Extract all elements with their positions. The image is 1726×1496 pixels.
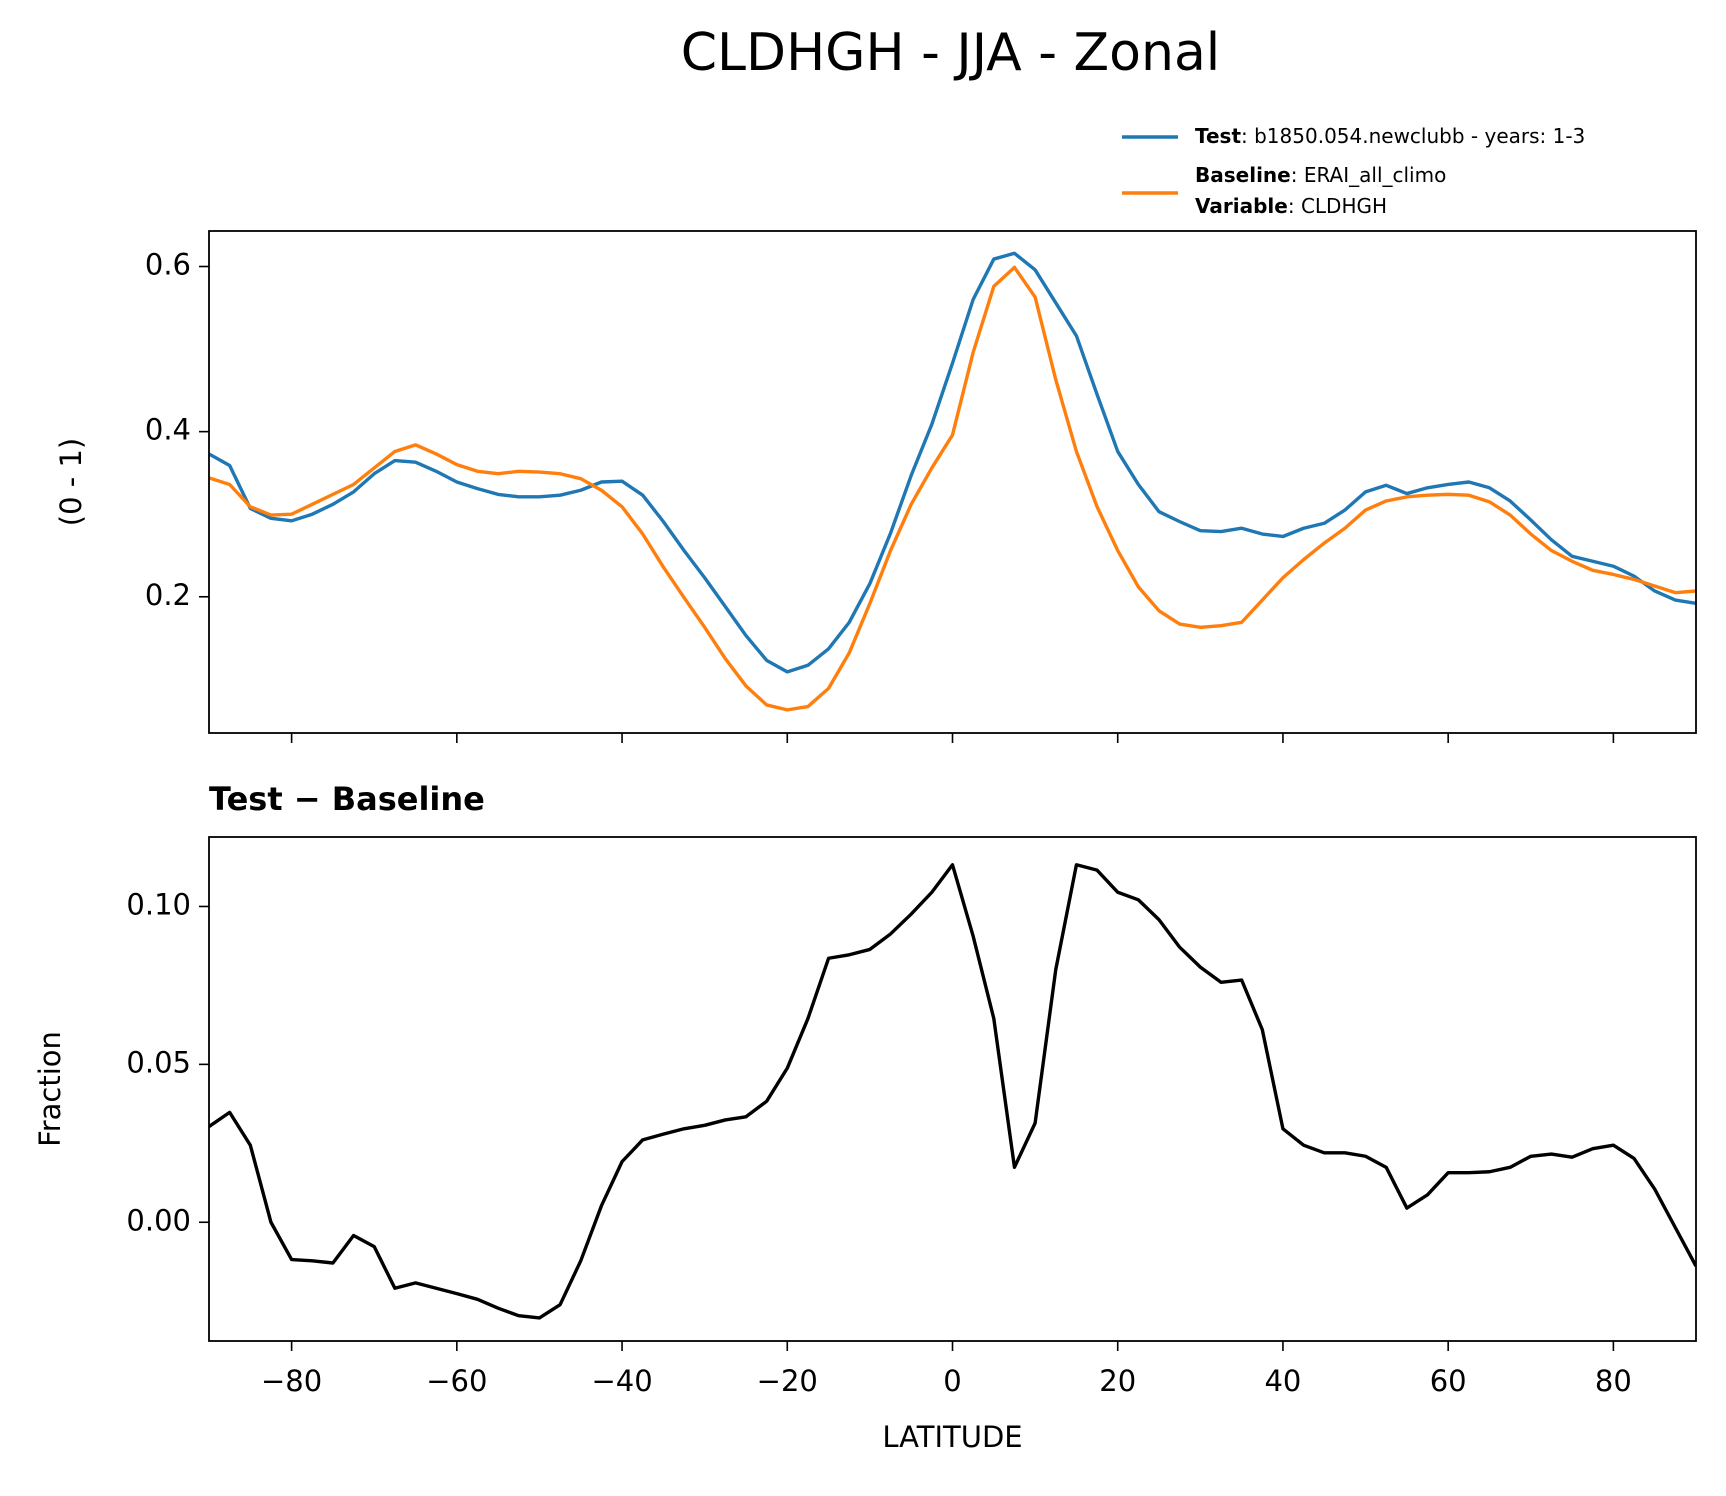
legend-key: Baseline [1195, 163, 1291, 187]
y-axis-label: (0 - 1) [54, 438, 88, 526]
legend-text: : b1850.054.newclubb - years: 1-3 [1241, 124, 1585, 148]
x-tick-label: −40 [591, 1364, 652, 1398]
data-line [209, 863, 1696, 1320]
data-line [209, 265, 1696, 712]
legend-key: Test [1195, 124, 1241, 148]
x-tick-label: 60 [1430, 1364, 1467, 1398]
y-tick-label: 0.4 [145, 413, 191, 447]
data-line [209, 251, 1696, 674]
plot-frame [208, 230, 1697, 734]
x-tick-label: −20 [757, 1364, 818, 1398]
y-tick-label: 0.05 [126, 1045, 191, 1079]
y-tick-label: 0.10 [126, 887, 191, 921]
x-tick-label: −60 [426, 1364, 487, 1398]
x-tick-label: −80 [261, 1364, 322, 1398]
x-tick-label: 40 [1264, 1364, 1301, 1398]
panel-title: Test − Baseline [209, 780, 485, 818]
legend-label: Baseline: ERAI_all_climo [1195, 163, 1446, 187]
y-axis-label: Fraction [33, 1031, 67, 1147]
y-tick-label: 0.2 [145, 578, 191, 612]
y-tick-label: 0.6 [145, 248, 191, 282]
chart-title: CLDHGH - JJA - Zonal [681, 23, 1221, 83]
legend-label: Test: b1850.054.newclubb - years: 1-3 [1195, 124, 1585, 148]
x-tick-label: 0 [943, 1364, 961, 1398]
legend-key: Variable [1195, 194, 1288, 218]
legend-text: : CLDHGH [1288, 194, 1387, 218]
plot-frame [208, 836, 1697, 1342]
x-tick-label: 80 [1595, 1364, 1632, 1398]
x-tick-label: 20 [1099, 1364, 1136, 1398]
legend-label: Variable: CLDHGH [1195, 194, 1387, 218]
legend-text: : ERAI_all_climo [1291, 163, 1447, 187]
y-tick-label: 0.00 [126, 1203, 191, 1237]
x-axis-label: LATITUDE [882, 1420, 1022, 1454]
